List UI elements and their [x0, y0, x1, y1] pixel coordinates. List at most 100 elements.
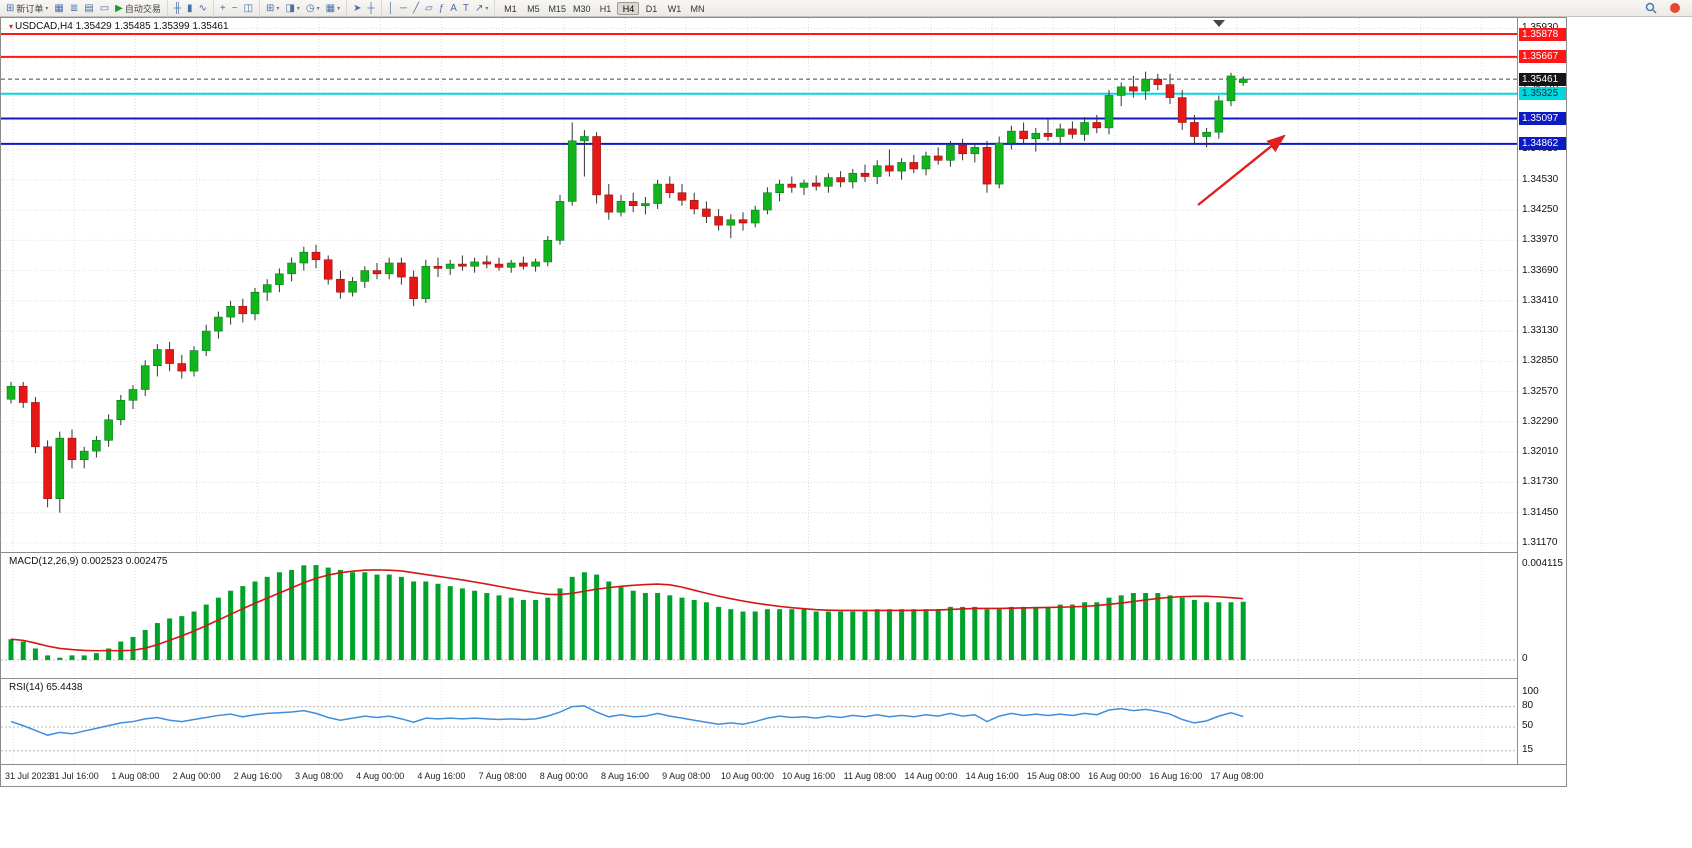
terminal-icon[interactable]: ▭: [97, 1, 112, 16]
rsi-label: RSI(14) 65.4438: [9, 682, 82, 693]
candle-up: [543, 239, 553, 263]
rsi-value: 65.4438: [46, 682, 83, 693]
timeframe-h4[interactable]: H4: [617, 1, 640, 15]
macd-bar: [984, 609, 990, 660]
time-label: 7 Aug 08:00: [478, 771, 527, 781]
timeframe-mn[interactable]: MN: [690, 3, 705, 14]
horizontal-line-icon[interactable]: ─: [397, 1, 410, 16]
candle-up: [201, 330, 211, 351]
candle-down: [494, 263, 504, 268]
timeframe-m15[interactable]: M15: [548, 3, 566, 14]
price-badge-1.35878: 1.35878: [1519, 27, 1566, 41]
candle-up: [299, 251, 309, 264]
candle-down: [67, 437, 77, 461]
rsi-grid: [1, 679, 1517, 765]
candle-up: [580, 136, 589, 142]
macd-bar: [1179, 597, 1185, 660]
candle-up: [421, 265, 431, 299]
timeframe-w1[interactable]: W1: [667, 3, 682, 14]
crosshair-icon[interactable]: ┼: [365, 1, 378, 16]
annotation-arrow[interactable]: [1197, 134, 1286, 206]
timeframe-m1[interactable]: M1: [504, 3, 517, 14]
toolbar-left-groups: ⊞ 新订单 ▾ ▦ ≣ ▤ ▭ ▶ 自动交易 ╫ ▮ ∿ + − ◫ ⊞ ▾ ◨ ▾ ◷ ▾ ▦ ▾ ➤ ┼ │ ─ ╱ ▱ ƒ A T ↗ ▾: [0, 0, 496, 17]
timeframe-d1[interactable]: D1: [645, 3, 658, 14]
macd-bar: [947, 606, 953, 660]
price-badge-1.35097: 1.35097: [1519, 111, 1566, 125]
candle-down: [311, 251, 321, 261]
candle-up: [1202, 131, 1211, 137]
macd-bar: [154, 623, 160, 660]
periods-dropdown[interactable]: ◷ ▾: [303, 1, 323, 16]
macd-bar: [1094, 602, 1100, 660]
zoom-out-icon[interactable]: −: [229, 1, 241, 16]
templates-dropdown[interactable]: ▦ ▾: [323, 1, 343, 16]
candle-down: [238, 305, 248, 315]
macd-value: 0.002523: [81, 556, 123, 567]
rsi-scale-50: 50: [1522, 720, 1534, 731]
macd-bar: [325, 567, 331, 660]
macd-bar: [1167, 595, 1173, 660]
time-label: 17 Aug 08:00: [1210, 771, 1264, 781]
candle-down: [31, 402, 40, 448]
candle-up: [116, 399, 126, 421]
charts-icon[interactable]: ▦: [51, 1, 66, 16]
trendline-icon-glyph: ╱: [412, 2, 419, 14]
candle-down: [165, 349, 174, 364]
channel-icon[interactable]: ▱: [422, 1, 436, 16]
search-icon[interactable]: [1642, 1, 1660, 16]
candle-down: [177, 363, 187, 372]
text-icon[interactable]: A: [447, 1, 460, 16]
macd-canvas[interactable]: [1, 553, 1517, 679]
candle-up: [531, 261, 540, 267]
macd-bar: [801, 609, 807, 660]
line-chart-icon[interactable]: ∿: [196, 1, 210, 16]
profiles-dropdown[interactable]: ◨ ▾: [282, 1, 302, 16]
time-label: 10 Aug 16:00: [782, 771, 836, 781]
macd-bar: [655, 593, 661, 660]
rsi-scale-80: 80: [1522, 699, 1534, 711]
bar-chart-icon[interactable]: ╫: [171, 1, 184, 16]
candle-down: [18, 385, 28, 403]
main-chart-canvas[interactable]: [1, 18, 1517, 552]
autotrading-button[interactable]: ▶ 自动交易: [112, 1, 164, 16]
candle-down: [885, 165, 894, 172]
candle-up: [6, 385, 16, 400]
new-chart-dropdown[interactable]: ⊞ ▾: [263, 1, 282, 16]
toolbar: ⊞ 新订单 ▾ ▦ ≣ ▤ ▭ ▶ 自动交易 ╫ ▮ ∿ + − ◫ ⊞ ▾ ◨ ▾ ◷ ▾ ▦ ▾ ➤ ┼ │ ─ ╱ ▱ ƒ A T ↗ ▾ …: [0, 0, 1692, 17]
tile-windows-icon-glyph: ◫: [243, 2, 254, 14]
fibonacci-icon[interactable]: ƒ: [436, 1, 448, 16]
cursor-icon[interactable]: ➤: [350, 1, 364, 16]
templates-glyph: ▦: [325, 2, 336, 14]
arrows-dropdown[interactable]: ↗ ▾: [472, 1, 491, 16]
candle-up: [104, 419, 113, 441]
timeframe-m30[interactable]: M30: [572, 3, 591, 14]
zoom-in-icon[interactable]: +: [217, 1, 229, 16]
chart-shift-marker[interactable]: [1213, 20, 1225, 27]
candle-up: [1007, 130, 1016, 144]
trendline-icon[interactable]: ╱: [410, 1, 422, 16]
macd-bar: [533, 599, 539, 660]
candle-down: [1092, 122, 1102, 129]
candlestick-chart-icon[interactable]: ▮: [184, 1, 196, 16]
time-axis[interactable]: 31 Jul 2023 31 Jul 16:00 1 Aug 08:00 2 Aug …: [1, 764, 1566, 786]
candle-down: [714, 216, 723, 226]
market-watch-icon[interactable]: ≣: [67, 1, 81, 16]
new-order-button[interactable]: ⊞ 新订单 ▾: [3, 1, 51, 16]
macd-bar: [252, 581, 258, 660]
timeframe-m5[interactable]: M5: [527, 3, 540, 14]
rsi-canvas[interactable]: [1, 679, 1517, 765]
navigator-icon[interactable]: ▤: [81, 1, 96, 16]
notifications-icon[interactable]: [1666, 1, 1684, 16]
bid-price-badge: 1.35461: [1519, 72, 1566, 86]
macd-bar: [423, 581, 429, 660]
label-icon[interactable]: T: [460, 1, 472, 16]
vertical-line-icon[interactable]: │: [385, 1, 397, 16]
tile-windows-icon[interactable]: ◫: [241, 1, 256, 16]
candle-down: [665, 183, 675, 194]
time-label: 2 Aug 16:00: [233, 771, 282, 781]
macd-bar: [838, 611, 844, 660]
candle-up: [763, 192, 772, 211]
candle-down: [982, 147, 992, 185]
price-scale[interactable]: 1.359301.356501.353701.350901.348101.345…: [1517, 18, 1566, 764]
timeframe-h1[interactable]: H1: [599, 3, 612, 14]
